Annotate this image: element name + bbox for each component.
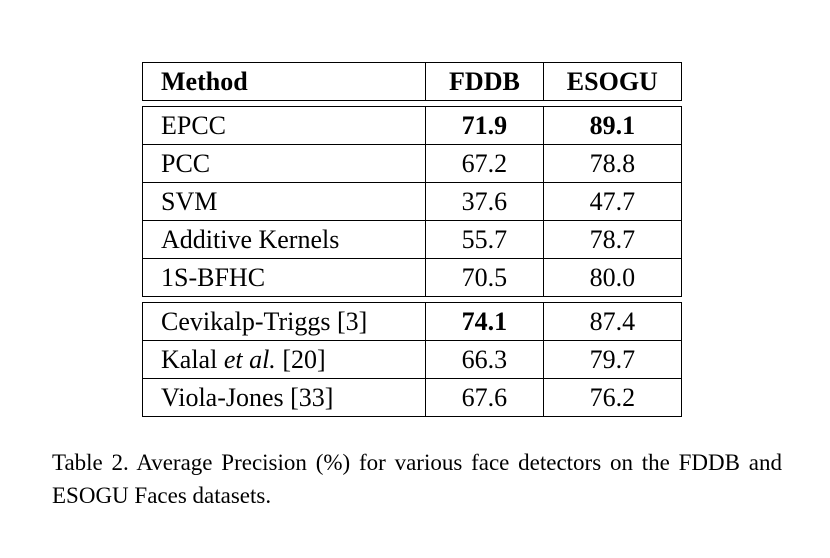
fddb-cell: 55.7 (425, 220, 544, 259)
table-row: PCC 67.2 78.8 (141, 144, 683, 183)
header-esogu: ESOGU (542, 62, 683, 101)
method-cell: SVM (141, 182, 427, 221)
fddb-cell: 66.3 (425, 340, 544, 379)
method-cell: Kalal et al. [20] (141, 340, 427, 379)
table-caption: Table 2. Average Precision (%) for vario… (52, 450, 782, 508)
esogu-cell: 78.7 (542, 220, 683, 259)
table-row: Additive Kernels 55.7 78.7 (141, 220, 683, 259)
method-cell: EPCC (141, 106, 427, 145)
esogu-cell: 78.8 (542, 144, 683, 183)
fddb-cell: 37.6 (425, 182, 544, 221)
results-table-container: Method FDDB ESOGU EPCC 71.9 89.1 PCC 67.… (141, 62, 683, 417)
method-cell: Cevikalp-Triggs [3] (141, 302, 427, 341)
header-method: Method (141, 62, 427, 101)
esogu-cell: 76.2 (542, 378, 683, 417)
fddb-cell: 71.9 (425, 106, 544, 145)
fddb-cell: 67.2 (425, 144, 544, 183)
esogu-cell: 87.4 (542, 302, 683, 341)
fddb-cell: 74.1 (425, 302, 544, 341)
results-table: Method FDDB ESOGU EPCC 71.9 89.1 PCC 67.… (141, 62, 683, 417)
table-row: EPCC 71.9 89.1 (141, 106, 683, 145)
header-row: Method FDDB ESOGU (141, 62, 683, 101)
fddb-cell: 70.5 (425, 258, 544, 297)
method-cell: 1S-BFHC (141, 258, 427, 297)
esogu-cell: 80.0 (542, 258, 683, 297)
table-row: Viola-Jones [33] 67.6 76.2 (141, 378, 683, 417)
header-fddb: FDDB (425, 62, 544, 101)
table-row: Kalal et al. [20] 66.3 79.7 (141, 340, 683, 379)
method-name-prefix: Kalal (161, 344, 224, 374)
esogu-cell: 47.7 (542, 182, 683, 221)
table-row: Cevikalp-Triggs [3] 74.1 87.4 (141, 302, 683, 341)
esogu-cell: 79.7 (542, 340, 683, 379)
method-cell: Viola-Jones [33] (141, 378, 427, 417)
table-row: 1S-BFHC 70.5 80.0 (141, 258, 683, 297)
fddb-cell: 67.6 (425, 378, 544, 417)
table-row: SVM 37.6 47.7 (141, 182, 683, 221)
method-name-italic: et al. (223, 344, 276, 374)
method-cell: Additive Kernels (141, 220, 427, 259)
method-cell: PCC (141, 144, 427, 183)
method-name-suffix: [20] (275, 344, 326, 374)
esogu-cell: 89.1 (542, 106, 683, 145)
